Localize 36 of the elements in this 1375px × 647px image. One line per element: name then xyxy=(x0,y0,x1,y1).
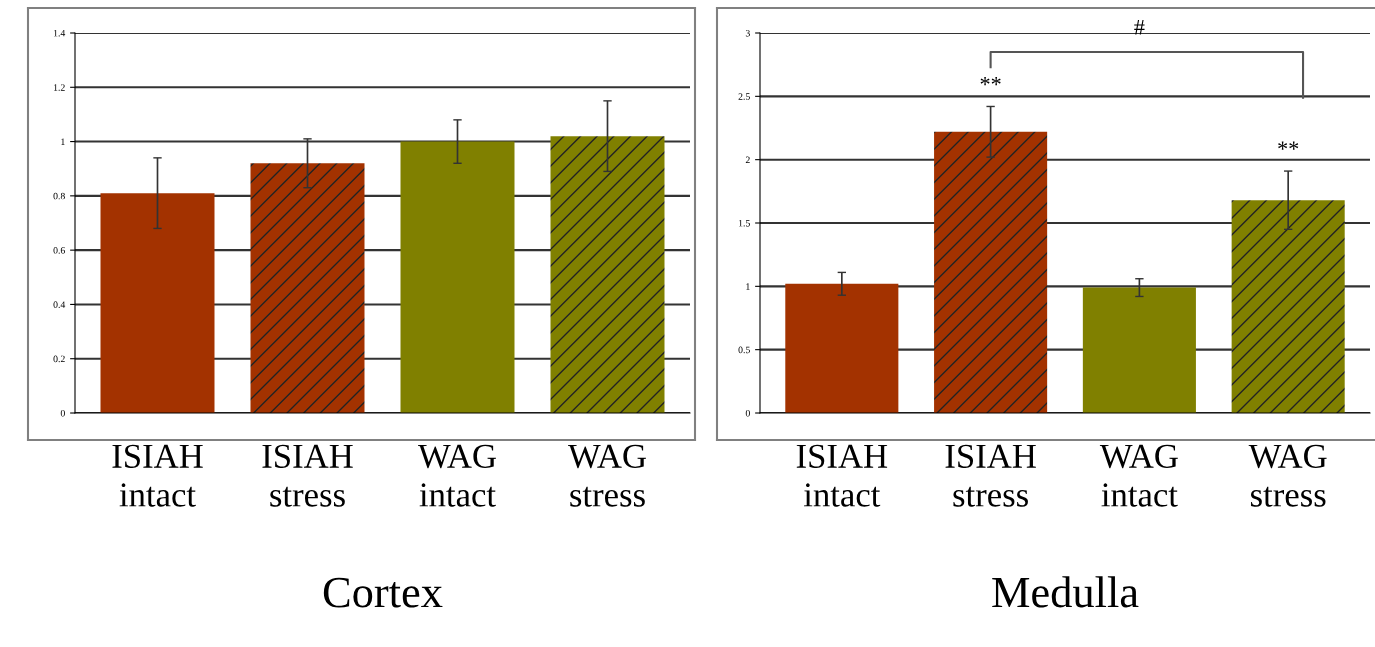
x-tick-label: WAG intact xyxy=(418,444,496,507)
x-tick-label: ISIAH intact xyxy=(796,444,888,507)
y-tick-label: 0.5 xyxy=(738,346,750,354)
y-tick-label: 1.4 xyxy=(53,29,66,37)
bar xyxy=(934,131,1048,413)
bar xyxy=(250,163,365,413)
annotation: ** xyxy=(980,76,1001,86)
y-tick-label: 0 xyxy=(745,409,750,417)
y-tick-label: 0 xyxy=(60,409,65,417)
bar xyxy=(785,283,899,413)
bar xyxy=(1082,287,1196,413)
x-tick-label: WAG intact xyxy=(1099,444,1178,507)
y-tick-label: 0.4 xyxy=(53,301,66,308)
x-tick-label: WAG stress xyxy=(568,444,646,507)
y-tick-label: 2.5 xyxy=(738,93,750,100)
y-tick-label: 1 xyxy=(746,283,750,290)
y-tick-label: 1.5 xyxy=(738,219,750,227)
x-axis-title: Medulla xyxy=(992,576,1139,608)
bar xyxy=(400,141,515,413)
x-tick-label: ISIAH intact xyxy=(112,444,203,507)
y-tick-label: 0.2 xyxy=(53,355,65,363)
y-tick-label: 0.6 xyxy=(53,247,65,254)
y-tick-label: 1.2 xyxy=(53,84,65,91)
x-axis-title: Cortex xyxy=(323,577,443,608)
y-tick-label: 1 xyxy=(61,138,65,145)
y-tick-label: 3 xyxy=(745,29,750,37)
y-tick-label: 2 xyxy=(745,156,750,164)
x-tick-label: ISIAH stress xyxy=(262,444,353,507)
bar xyxy=(100,193,215,413)
bar xyxy=(1231,200,1345,413)
y-tick-label: 0.8 xyxy=(53,192,65,200)
bar xyxy=(550,136,665,413)
x-tick-label: ISIAH stress xyxy=(945,444,1036,507)
x-tick-label: WAG stress xyxy=(1248,444,1327,507)
annotation: # xyxy=(1134,19,1145,35)
annotation: ** xyxy=(1278,141,1299,150)
